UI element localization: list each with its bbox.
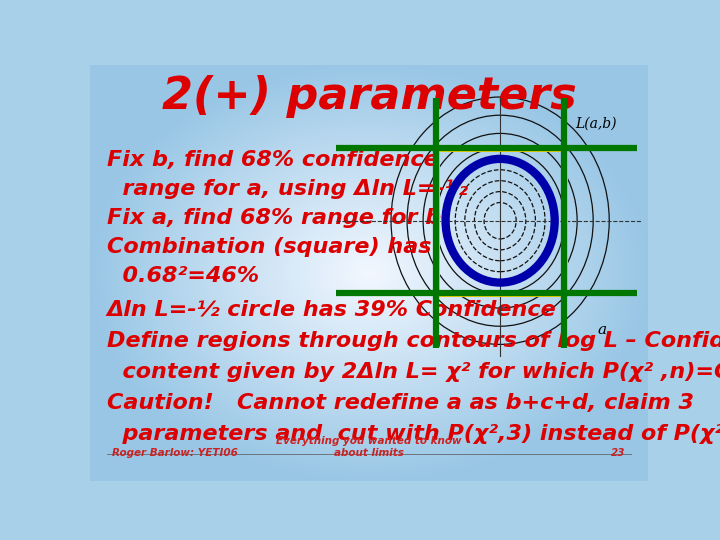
Bar	[436, 148, 564, 294]
Text: Roger Barlow: YETI06: Roger Barlow: YETI06	[112, 448, 238, 458]
Text: Δln L=-½ circle has 39% Confidence: Δln L=-½ circle has 39% Confidence	[107, 300, 557, 320]
Text: Fix a, find 68% range for b: Fix a, find 68% range for b	[107, 208, 441, 228]
Text: parameters and  cut with P(χ²,3) instead of P(χ² ,1): parameters and cut with P(χ²,3) instead …	[107, 424, 720, 444]
Text: range for a, using Δln L=-½: range for a, using Δln L=-½	[107, 179, 467, 199]
Text: 2(+) parameters: 2(+) parameters	[161, 75, 577, 118]
Text: Everything you wanted to know
about limits: Everything you wanted to know about limi…	[276, 436, 462, 458]
Text: 0.68²=46%: 0.68²=46%	[107, 266, 259, 286]
Text: Combination (square) has: Combination (square) has	[107, 238, 431, 258]
Text: 23: 23	[611, 448, 626, 458]
Text: content given by 2Δln L= χ² for which P(χ² ,n)=CL: content given by 2Δln L= χ² for which P(…	[107, 362, 720, 382]
Text: Define regions through contours of log L – Confidence: Define regions through contours of log L…	[107, 331, 720, 351]
Text: Fix b, find 68% confidence: Fix b, find 68% confidence	[107, 150, 438, 170]
Text: Caution!   Cannot redefine a as b+c+d, claim 3: Caution! Cannot redefine a as b+c+d, cla…	[107, 393, 694, 413]
Text: L(a,b): L(a,b)	[575, 117, 617, 131]
Text: a: a	[598, 322, 607, 336]
